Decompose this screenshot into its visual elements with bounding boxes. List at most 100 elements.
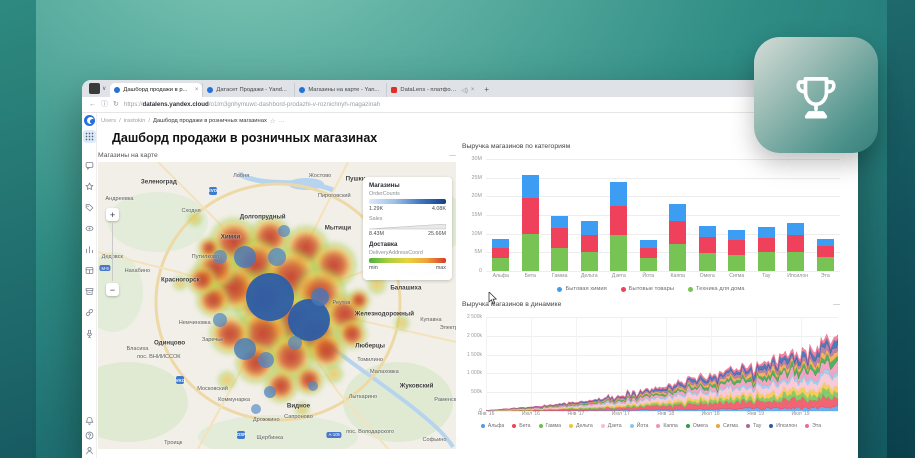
bar-segment	[580, 221, 598, 235]
browser-tab[interactable]: DataLens - платфор... ◁) ×	[386, 83, 478, 97]
table-icon[interactable]	[83, 264, 96, 277]
stores-map[interactable]: Зеленоград Лобня Жостово Пушкино Андреевка Сх…	[98, 162, 456, 449]
tag-icon[interactable]	[83, 201, 96, 214]
tab-favicon	[299, 87, 306, 93]
heatmap-blob	[185, 263, 218, 296]
map-city-label: Дрожжино	[252, 417, 280, 424]
store-bubble[interactable]	[233, 337, 256, 360]
link-icon[interactable]	[83, 306, 96, 319]
legend-item[interactable]: Бета	[512, 423, 531, 429]
store-bubble[interactable]	[310, 287, 329, 306]
archive-icon[interactable]	[83, 285, 96, 298]
tab-close-icon[interactable]: ×	[470, 87, 475, 93]
store-bubble[interactable]	[263, 385, 276, 398]
tab-audio-icon[interactable]: ◁)	[461, 87, 468, 94]
stacked-bar[interactable]	[816, 238, 834, 271]
browser-tab[interactable]: Датасет Продажи - Yand...	[202, 83, 294, 97]
area-chart-legend[interactable]: Альфа Бета Гамма Дельта Дзета Йота Каппа Омега С…	[462, 423, 840, 429]
browser-menu-button[interactable]	[89, 83, 100, 94]
zoom-slider[interactable]	[112, 223, 113, 281]
store-bubble[interactable]	[212, 249, 227, 264]
stacked-bar[interactable]	[669, 203, 687, 271]
stacked-bar[interactable]	[521, 175, 539, 271]
map-panel-title: Магазины на карте	[98, 151, 158, 159]
browser-tab[interactable]: Магазины на карте - Yan...	[294, 83, 386, 97]
legend-item[interactable]: Бытовые товары	[620, 286, 674, 292]
chat-icon[interactable]	[83, 159, 96, 172]
store-bubble[interactable]	[258, 352, 275, 369]
map-city-label: Жостово	[308, 173, 332, 180]
stacked-bar[interactable]	[551, 215, 569, 271]
legend-item[interactable]: Эта	[805, 423, 821, 429]
apps-icon[interactable]	[83, 130, 96, 143]
breadcrumb-user[interactable]: irastokin	[123, 118, 146, 124]
stacked-bar[interactable]	[492, 239, 510, 271]
star-icon[interactable]	[83, 180, 96, 193]
map-city-label: Реутов	[332, 299, 351, 306]
heatmap-blob	[186, 211, 203, 228]
help-icon[interactable]	[83, 429, 96, 442]
stacked-bar[interactable]	[728, 229, 746, 271]
stacked-bar[interactable]	[698, 225, 716, 271]
store-bubble[interactable]	[288, 298, 331, 341]
legend-item[interactable]: Ипсилон	[769, 423, 797, 429]
tab-list-caret-icon[interactable]: ∨	[102, 86, 107, 92]
legend-item[interactable]: Тау	[745, 423, 761, 429]
browser-tab[interactable]: Дашборд продажи в р... ×	[110, 83, 203, 97]
zoom-out-button[interactable]: −	[106, 283, 119, 296]
area-chart-collapse-button[interactable]: —	[833, 301, 840, 308]
legend-item[interactable]: Йота	[629, 423, 648, 429]
bar-segment	[787, 252, 805, 271]
heatmap-blob	[394, 314, 411, 331]
bar-chart-legend[interactable]: Бытовая химия Бытовые товары Техника для д…	[462, 286, 840, 292]
datalens-logo[interactable]	[84, 115, 95, 126]
legend-dot	[557, 286, 563, 292]
mic-icon[interactable]	[83, 327, 96, 340]
store-bubble[interactable]	[250, 403, 261, 414]
store-bubble[interactable]	[307, 380, 318, 391]
eye-icon[interactable]	[83, 222, 96, 235]
gridline	[575, 317, 577, 411]
gridline	[486, 354, 838, 356]
legend-item[interactable]: Каппа	[656, 423, 678, 429]
stacked-bar[interactable]	[610, 181, 628, 271]
stacked-bar[interactable]	[639, 240, 657, 271]
stacked-bar[interactable]	[787, 223, 805, 271]
new-tab-button[interactable]: +	[484, 85, 490, 94]
zoom-in-button[interactable]: +	[106, 208, 119, 221]
gridline	[486, 215, 840, 216]
legend-item[interactable]: Сигма	[715, 423, 738, 429]
legend-item[interactable]: Омега	[685, 423, 708, 429]
back-icon[interactable]: ←	[89, 101, 96, 108]
store-bubble[interactable]	[245, 272, 294, 321]
more-actions-icon[interactable]: …	[278, 118, 285, 124]
store-bubble[interactable]	[233, 245, 256, 268]
chart-icon[interactable]	[83, 243, 96, 256]
stacked-bar[interactable]	[580, 221, 598, 271]
legend-item[interactable]: Гамма	[538, 423, 561, 429]
reload-icon[interactable]: ↻	[113, 101, 119, 108]
store-bubble[interactable]	[212, 312, 227, 327]
legend-item[interactable]: Альфа	[480, 423, 504, 429]
store-bubble[interactable]	[268, 247, 286, 266]
favorite-star-icon[interactable]: ☆	[269, 118, 276, 125]
legend-item[interactable]: Дзета	[600, 423, 622, 429]
legend-item[interactable]: Дельта	[568, 423, 593, 429]
map-collapse-button[interactable]: —	[449, 151, 456, 159]
url-path: /o1lm3gnhymuwc-dashbord-prodazhi-v-rozni…	[208, 101, 381, 108]
site-info-icon[interactable]: ⓘ	[101, 101, 108, 108]
legend-item[interactable]: Техника для дома	[688, 286, 745, 292]
breadcrumb-users[interactable]: Users	[101, 118, 117, 124]
address-bar[interactable]: https://datalens.yandex.cloud/o1lm3gnhym…	[124, 101, 806, 108]
bell-icon[interactable]	[83, 414, 96, 427]
bar-chart[interactable]: 0 5M 10M 15M 20M 25M 30M	[462, 156, 840, 274]
tab-close-icon[interactable]: ×	[194, 87, 199, 93]
store-bubble[interactable]	[287, 335, 302, 350]
legend-item[interactable]: Бытовая химия	[557, 286, 607, 292]
store-bubble[interactable]	[278, 224, 291, 237]
area-chart[interactable]: 0 500k 1 000k 1 500k 2 000k 2 500k	[462, 314, 840, 414]
user-icon[interactable]	[83, 444, 96, 457]
stacked-bar[interactable]	[757, 226, 775, 271]
map-city-label: Видное	[286, 402, 311, 410]
